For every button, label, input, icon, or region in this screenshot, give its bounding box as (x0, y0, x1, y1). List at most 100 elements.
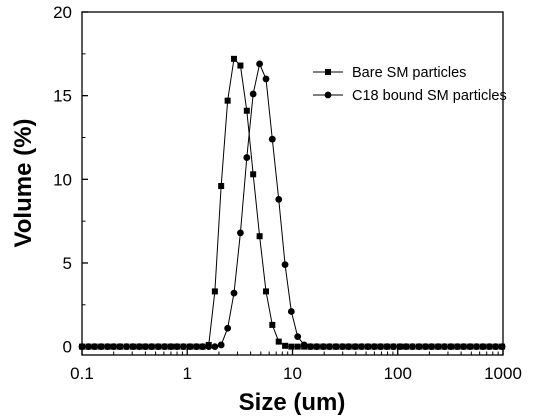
legend-label: Bare SM particles (352, 65, 466, 81)
data-point (300, 341, 308, 349)
data-point (294, 343, 301, 350)
data-point (256, 233, 263, 240)
data-point (199, 343, 207, 351)
data-point (428, 343, 436, 351)
data-point (447, 343, 455, 351)
data-point (396, 343, 404, 351)
data-point (339, 343, 346, 351)
x-tick-label: 1000 (484, 364, 522, 383)
data-point (186, 343, 194, 351)
data-point (282, 342, 289, 349)
data-point (154, 343, 162, 351)
y-tick-label: 20 (53, 3, 72, 22)
legend-label: C18 bound SM particles (352, 88, 507, 104)
data-point (275, 195, 283, 203)
data-point (294, 333, 302, 340)
data-point (148, 343, 156, 351)
data-point (224, 97, 231, 104)
data-point (256, 60, 264, 68)
data-point (262, 75, 270, 83)
data-point (217, 341, 225, 349)
data-point (307, 343, 314, 351)
data-point (262, 288, 269, 295)
data-point (167, 343, 175, 351)
data-point (211, 343, 219, 351)
data-point (370, 343, 378, 351)
data-point (326, 343, 333, 351)
data-point (211, 288, 218, 295)
data-point (485, 343, 493, 351)
data-point (161, 343, 169, 351)
legend-marker (324, 91, 332, 99)
series-2 (78, 60, 506, 351)
y-tick-label: 15 (53, 87, 72, 106)
y-axis-title: Volume (%) (10, 119, 37, 248)
data-point (205, 343, 213, 351)
data-point (224, 324, 232, 332)
x-tick-label: 10 (283, 364, 302, 383)
data-point (230, 55, 237, 62)
series-layer (78, 55, 506, 351)
data-point (269, 321, 276, 328)
data-point (281, 261, 289, 269)
data-point (466, 343, 474, 351)
data-point (173, 343, 181, 351)
data-point (377, 343, 385, 351)
data-point (123, 343, 130, 351)
data-point (110, 343, 118, 351)
data-point (415, 343, 423, 351)
y-tick-label: 5 (63, 254, 72, 273)
x-tick-label: 100 (384, 364, 412, 383)
data-point (129, 343, 137, 351)
data-point (97, 343, 105, 351)
data-point (84, 343, 92, 351)
data-point (180, 343, 187, 351)
data-point (390, 343, 397, 351)
data-point (268, 135, 276, 143)
legend-item: C18 bound SM particles (313, 88, 507, 104)
data-point (116, 343, 124, 351)
y-tick-label: 0 (63, 338, 72, 357)
x-tick-label: 0.1 (70, 364, 94, 383)
data-point (479, 343, 487, 351)
data-point (237, 229, 244, 237)
data-point (319, 343, 327, 351)
plot-frame (81, 11, 504, 356)
data-point (91, 343, 99, 351)
data-point (421, 343, 429, 351)
data-point (78, 343, 86, 351)
data-point (313, 343, 321, 351)
data-point (243, 107, 250, 114)
axis-ticks: 0.1 1 10 100 1000 0 5 10 15 20 (53, 3, 522, 383)
data-point (460, 343, 468, 351)
data-point (135, 343, 143, 351)
series-line (82, 62, 503, 348)
data-point (237, 62, 244, 69)
data-point (249, 90, 257, 98)
data-point (402, 343, 410, 351)
data-point (104, 343, 111, 351)
data-point (434, 343, 442, 351)
legend-marker (325, 69, 331, 75)
data-point (250, 171, 257, 178)
data-point (441, 343, 448, 351)
data-point (243, 154, 251, 161)
data-point (383, 343, 391, 351)
data-point (473, 343, 480, 351)
x-axis-title: Size (um) (239, 389, 346, 416)
data-point (287, 308, 295, 315)
data-point (364, 343, 372, 351)
data-point (218, 183, 225, 190)
data-point (351, 343, 359, 351)
data-point (498, 343, 506, 351)
data-point (275, 338, 282, 345)
data-point (409, 343, 416, 351)
x-tick-label: 1 (183, 364, 192, 383)
data-point (332, 343, 340, 351)
y-tick-label: 10 (53, 170, 72, 189)
data-point (345, 343, 353, 351)
data-point (192, 343, 200, 351)
data-point (358, 343, 365, 351)
data-point (492, 343, 500, 351)
